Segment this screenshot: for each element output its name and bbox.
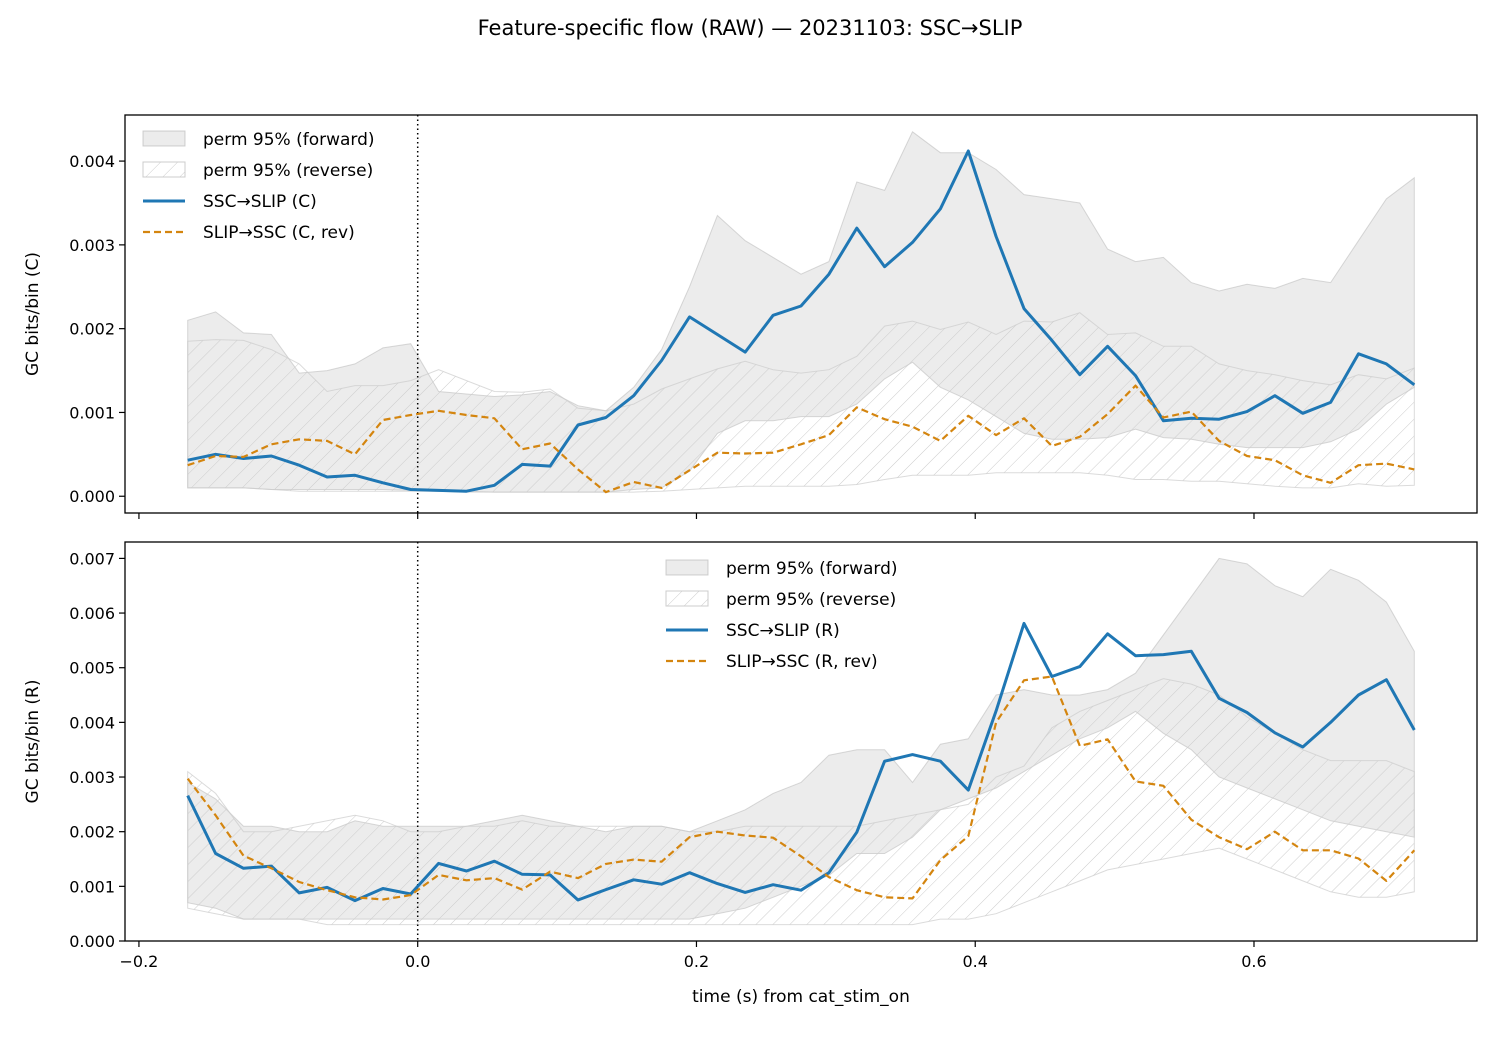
legend-label: perm 95% (reverse) — [203, 161, 373, 181]
legend-label: perm 95% (forward) — [203, 130, 375, 150]
legend-label: SLIP→SSC (C, rev) — [203, 223, 355, 243]
y-tick-label: 0.005 — [69, 659, 115, 678]
plot-area — [187, 115, 1416, 513]
y-tick-label: 0.004 — [69, 152, 115, 171]
y-tick-label: 0.001 — [69, 877, 115, 896]
y-tick-label: 0.002 — [69, 823, 115, 842]
y-tick-label: 0.000 — [69, 932, 115, 951]
y-axis-label: GC bits/bin (R) — [23, 680, 43, 804]
y-tick-label: 0.003 — [69, 768, 115, 787]
x-tick-label: 0.2 — [684, 952, 709, 971]
series-line-0 — [186, 621, 1416, 903]
legend-swatch — [142, 161, 186, 178]
y-axis-label: GC bits/bin (C) — [23, 252, 43, 376]
y-tick-label: 0.007 — [69, 549, 115, 568]
y-tick-label: 0.000 — [69, 487, 115, 506]
band-reverse — [187, 312, 1415, 493]
series-line-0 — [187, 149, 1416, 493]
axes-frame — [124, 114, 1478, 514]
axes-frame — [124, 541, 1478, 942]
panel-top: 0.000 0.001 0.002 0.003 0.004 GC bits/bin (C)… — [23, 114, 1478, 519]
figure-title: Feature-specific flow (RAW) — 20231103: … — [477, 16, 1023, 40]
legend-label: SSC→SLIP (R) — [726, 621, 840, 641]
series-line-1 — [186, 675, 1416, 901]
y-tick-label: 0.001 — [69, 403, 115, 422]
y-tick-label: 0.006 — [69, 604, 115, 623]
legend: perm 95% (forward) perm 95% (reverse) SSC→… — [665, 559, 898, 672]
legend-label: perm 95% (reverse) — [726, 590, 896, 610]
legend-label: SLIP→SSC (R, rev) — [726, 652, 878, 672]
legend-swatch — [665, 559, 709, 576]
x-axis-label: time (s) from cat_stim_on — [692, 987, 910, 1007]
legend-label: perm 95% (forward) — [726, 559, 898, 579]
x-tick-label: 0.6 — [1241, 952, 1266, 971]
legend-swatch — [142, 130, 186, 147]
y-tick-label: 0.002 — [69, 320, 115, 339]
x-tick-label: 0.4 — [963, 952, 988, 971]
panel-bottom: −0.2 0.0 0.2 0.4 0.6 0.000 0.001 0.002 0.003 0.00… — [23, 541, 1478, 971]
y-tick-label: 0.004 — [69, 713, 115, 732]
x-tick-label: 0.0 — [405, 952, 430, 971]
x-tick-label: −0.2 — [120, 952, 159, 971]
series-line-1 — [187, 384, 1415, 494]
plot-area — [186, 542, 1416, 941]
y-tick-label: 0.003 — [69, 236, 115, 255]
legend-label: SSC→SLIP (C) — [203, 192, 317, 212]
legend: perm 95% (forward) perm 95% (reverse) SSC→… — [142, 130, 375, 243]
legend-swatch — [665, 590, 709, 607]
